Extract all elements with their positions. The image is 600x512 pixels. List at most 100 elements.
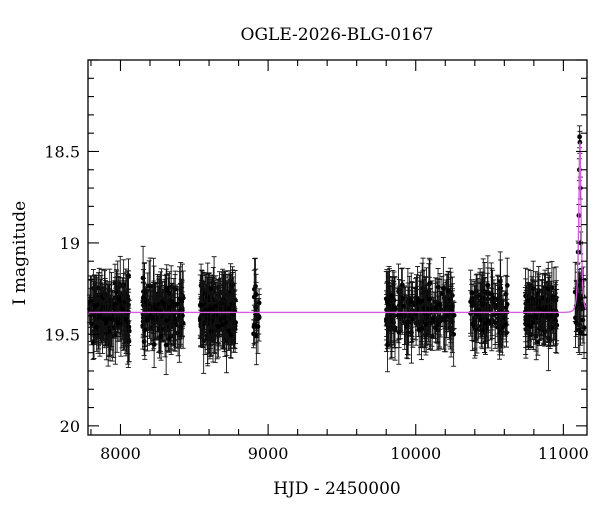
x-tick-label: 10000 [390,444,441,463]
data-point [164,318,169,324]
data-point [396,311,402,317]
data-point [126,324,132,330]
model-curve [88,142,588,314]
data-point [501,315,506,320]
data-point [87,299,93,305]
data-point [400,295,406,301]
data-point [96,301,102,307]
data-point [163,342,169,348]
data-point [226,328,231,334]
data-point [115,320,121,326]
data-point [410,316,416,322]
data-point [540,295,546,301]
data-point [472,324,478,329]
x-axis-label: HJD - 2450000 [273,479,401,499]
data-point [444,314,450,320]
data-point [445,288,451,294]
data-point [384,299,390,305]
y-tick-label: 19 [60,234,80,253]
data-point [150,315,156,321]
data-point [145,315,150,321]
data-point [233,320,239,325]
data-point [93,324,99,330]
data-point [440,286,446,291]
data-point [116,296,122,302]
data-point [486,319,491,325]
data-point [159,299,165,305]
data-point [478,317,484,323]
data-point [451,312,457,318]
data-point [536,305,541,311]
data-point [469,290,475,296]
data-point [545,286,551,292]
chart-title: OGLE-2026-BLG-0167 [241,25,434,45]
data-point [140,323,146,329]
data-point [575,298,581,304]
data-point [256,300,262,306]
data-point [253,292,259,298]
data-point [142,328,147,333]
x-tick-label: 9000 [248,444,289,463]
data-point [215,324,221,329]
data-point [405,319,410,325]
data-point [525,298,531,304]
data-point [199,302,204,308]
data-point [435,321,441,327]
data-point [97,314,102,320]
data-point [177,307,183,313]
data-point [533,314,538,319]
data-point [503,321,509,327]
data-point [488,291,494,297]
data-point [158,333,164,339]
data-point [171,316,177,321]
data-point [220,296,226,302]
data-point [409,299,414,304]
data-point [217,316,223,322]
data-point [554,312,560,318]
data-point [528,324,534,330]
data-point [219,322,225,327]
data-point [178,297,184,303]
data-point [175,301,180,307]
axis-ticks: 8000 9000 10000 11000 18.5 19 19.5 20 [44,59,589,463]
data-point [400,303,406,309]
y-tick-label: 19.5 [44,325,80,344]
data-point [479,301,485,307]
data-point [109,316,115,322]
data-point [164,288,170,293]
data-point [423,321,429,327]
data-point [92,313,98,319]
data-point [581,325,587,331]
data-point [105,316,110,322]
data-point [89,321,94,327]
data-point [547,313,553,319]
data-point [427,280,433,286]
data-point [255,324,261,329]
data-point [504,301,510,307]
data-point [112,302,118,308]
data-point [482,289,488,295]
data-point [433,305,438,311]
data-point [213,303,218,309]
data-point [417,299,423,305]
data-point [103,320,108,326]
data-point [226,306,232,312]
data-point [430,315,436,321]
data-point [148,311,154,317]
x-tick-label: 8000 [100,444,141,463]
data-point [497,329,502,335]
data-point [101,316,107,321]
data-point [230,283,235,289]
data-point [140,295,146,301]
data-point [169,299,175,305]
data-point [485,282,491,288]
data-point [392,306,398,312]
data-point [385,342,390,347]
data-point [437,301,443,307]
data-points [87,125,587,376]
data-point [197,316,203,322]
data-point [147,283,153,289]
data-point [389,293,395,299]
y-tick-label: 20 [60,417,80,436]
